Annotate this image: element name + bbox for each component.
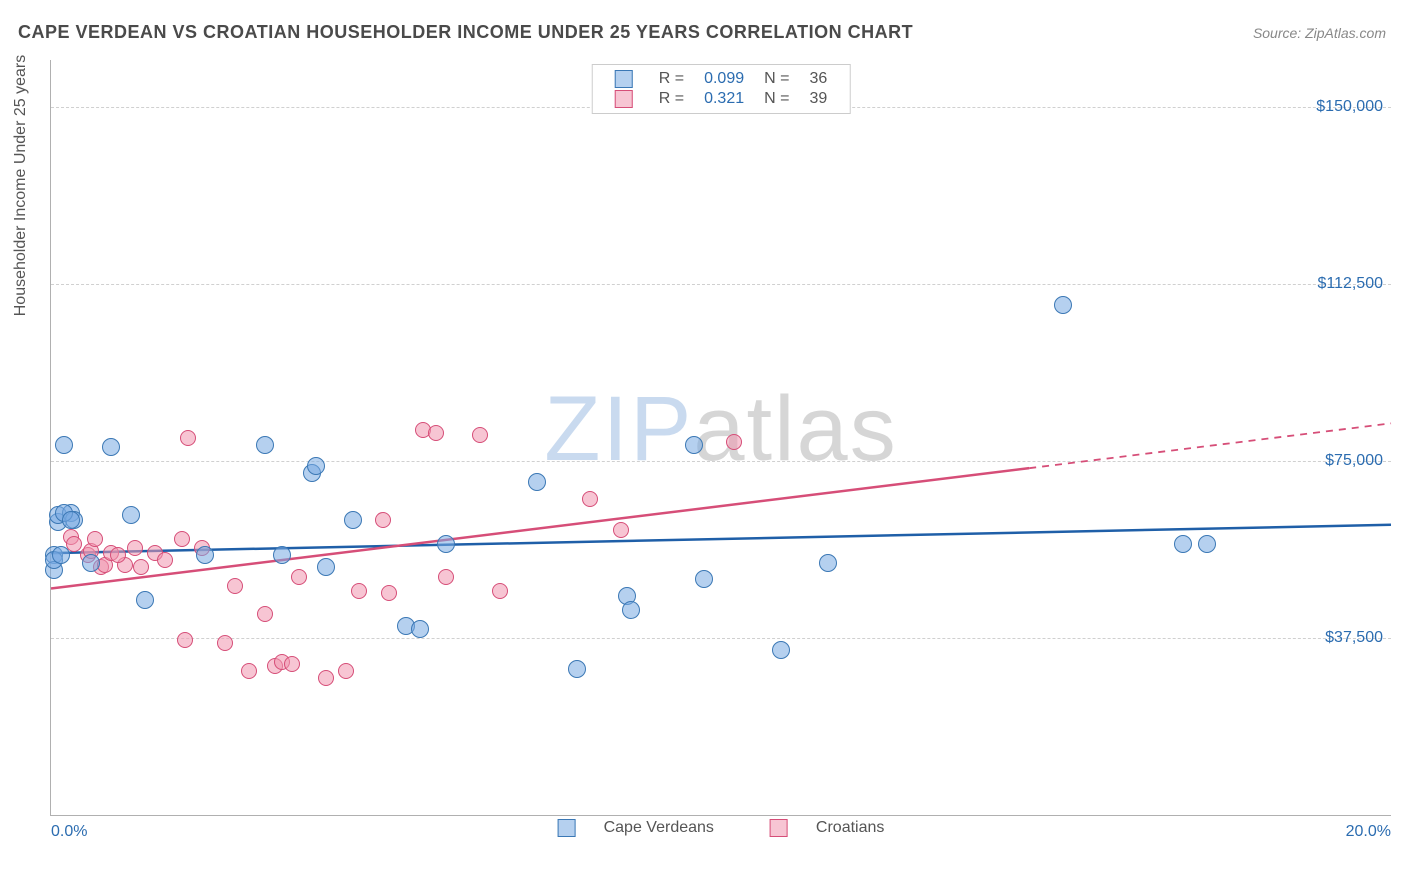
legend-correlation: R =0.099N =36R =0.321N =39	[592, 64, 851, 114]
point-croatian	[127, 540, 143, 556]
point-cape-verdean	[411, 620, 429, 638]
point-croatian	[291, 569, 307, 585]
chart-title: CAPE VERDEAN VS CROATIAN HOUSEHOLDER INC…	[18, 22, 913, 43]
point-croatian	[351, 583, 367, 599]
point-cape-verdean	[62, 511, 80, 529]
legend-r-label: R =	[649, 89, 694, 109]
point-croatian	[613, 522, 629, 538]
point-cape-verdean	[317, 558, 335, 576]
point-croatian	[338, 663, 354, 679]
point-cape-verdean	[82, 554, 100, 572]
legend-n-label: N =	[754, 89, 799, 109]
legend-series-item: Cape Verdeans	[544, 819, 728, 836]
point-croatian	[284, 656, 300, 672]
point-cape-verdean	[568, 660, 586, 678]
y-tick-label: $75,000	[1325, 452, 1383, 470]
point-cape-verdean	[1054, 296, 1072, 314]
point-cape-verdean	[819, 554, 837, 572]
legend-series-label: Croatians	[816, 819, 884, 836]
point-croatian	[180, 430, 196, 446]
trend-lines	[51, 60, 1391, 815]
point-cape-verdean	[122, 506, 140, 524]
point-croatian	[241, 663, 257, 679]
point-cape-verdean	[685, 436, 703, 454]
point-cape-verdean	[307, 457, 325, 475]
x-axis-max-label: 20.0%	[1346, 823, 1391, 841]
y-tick-label: $150,000	[1316, 98, 1383, 116]
point-cape-verdean	[1174, 535, 1192, 553]
point-cape-verdean	[256, 436, 274, 454]
chart-plot-area: ZIPatlas Householder Income Under 25 yea…	[50, 60, 1391, 816]
legend-row: R =0.099N =36	[605, 69, 838, 89]
point-croatian	[375, 512, 391, 528]
point-croatian	[66, 536, 82, 552]
point-croatian	[87, 531, 103, 547]
legend-row: R =0.321N =39	[605, 89, 838, 109]
legend-swatch	[615, 70, 633, 88]
point-croatian	[726, 434, 742, 450]
point-croatian	[177, 632, 193, 648]
point-croatian	[217, 635, 233, 651]
legend-swatch	[615, 90, 633, 108]
legend-r-label: R =	[649, 69, 694, 89]
point-cape-verdean	[344, 511, 362, 529]
point-cape-verdean	[273, 546, 291, 564]
y-axis-label: Householder Income Under 25 years	[12, 54, 30, 315]
point-croatian	[472, 427, 488, 443]
point-croatian	[381, 585, 397, 601]
point-cape-verdean	[437, 535, 455, 553]
point-croatian	[157, 552, 173, 568]
point-cape-verdean	[102, 438, 120, 456]
point-cape-verdean	[772, 641, 790, 659]
point-cape-verdean	[52, 546, 70, 564]
point-cape-verdean	[136, 591, 154, 609]
point-croatian	[582, 491, 598, 507]
point-croatian	[174, 531, 190, 547]
point-croatian	[227, 578, 243, 594]
legend-series-item: Croatians	[756, 819, 898, 836]
point-cape-verdean	[695, 570, 713, 588]
point-croatian	[133, 559, 149, 575]
legend-n-label: N =	[754, 69, 799, 89]
point-croatian	[257, 606, 273, 622]
y-tick-label: $37,500	[1325, 629, 1383, 647]
legend-r-value: 0.321	[694, 89, 754, 109]
legend-n-value: 39	[799, 89, 837, 109]
legend-swatch	[558, 819, 576, 837]
legend-series-label: Cape Verdeans	[604, 819, 714, 836]
point-cape-verdean	[55, 436, 73, 454]
legend-n-value: 36	[799, 69, 837, 89]
point-cape-verdean	[622, 601, 640, 619]
legend-swatch	[770, 819, 788, 837]
point-cape-verdean	[528, 473, 546, 491]
point-croatian	[110, 547, 126, 563]
y-tick-label: $112,500	[1317, 275, 1383, 293]
source-label: Source: ZipAtlas.com	[1253, 25, 1386, 41]
point-croatian	[318, 670, 334, 686]
legend-series: Cape Verdeans Croatians	[530, 819, 913, 837]
point-croatian	[428, 425, 444, 441]
point-croatian	[492, 583, 508, 599]
point-croatian	[438, 569, 454, 585]
x-axis-min-label: 0.0%	[51, 823, 87, 841]
point-cape-verdean	[1198, 535, 1216, 553]
legend-r-value: 0.099	[694, 69, 754, 89]
point-cape-verdean	[196, 546, 214, 564]
